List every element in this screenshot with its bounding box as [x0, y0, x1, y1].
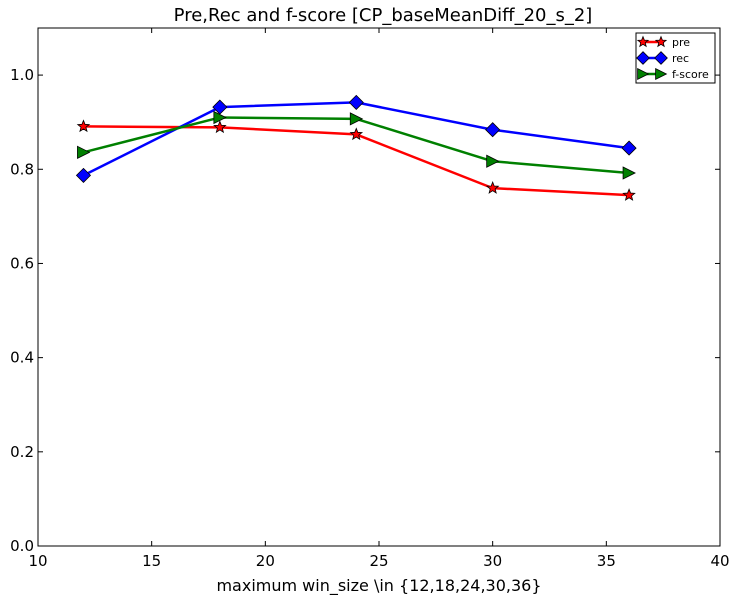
data-point: [349, 112, 364, 126]
data-point: [486, 154, 500, 168]
y-tick-label: 0.0: [10, 537, 34, 555]
y-tick-label: 1.0: [10, 66, 34, 84]
legend-marker: [636, 51, 650, 65]
legend-marker: [637, 67, 650, 81]
x-axis-label: maximum win_size \in {12,18,24,30,36}: [216, 576, 541, 596]
data-point: [213, 120, 227, 134]
x-tick-label: 35: [597, 552, 616, 570]
data-point: [75, 167, 92, 183]
data-point: [622, 188, 636, 201]
legend: pre rec f-score: [635, 32, 716, 84]
plot-frame: [37, 27, 721, 547]
data-point: [76, 119, 91, 133]
legend-item: f-score: [637, 67, 709, 81]
x-tick-label: 15: [142, 552, 161, 570]
data-point: [485, 181, 500, 194]
x-tick-label: 20: [256, 552, 275, 570]
y-tick-label: 0.4: [10, 349, 34, 367]
legend-marker: [636, 35, 650, 48]
data-point: [622, 166, 636, 180]
data-point: [349, 127, 364, 141]
x-tick-label: 30: [483, 552, 502, 570]
data-point: [348, 94, 364, 110]
y-tick-label: 0.8: [10, 160, 34, 178]
x-tick-label: 25: [369, 552, 388, 570]
legend-label: pre: [672, 36, 690, 49]
data-point: [621, 140, 637, 156]
data-point: [213, 110, 227, 125]
x-tick-label: 40: [710, 552, 729, 570]
legend-marker: [654, 35, 668, 48]
legend-item: rec: [636, 51, 689, 65]
legend-label: rec: [672, 52, 689, 65]
legend-marker: [654, 51, 668, 65]
legend-item: pre: [636, 35, 690, 49]
series-f-score: [77, 110, 636, 180]
legend-marker: [655, 67, 668, 81]
data-point: [485, 122, 501, 138]
x-tick-label: 10: [28, 552, 47, 570]
legend-label: f-score: [672, 68, 709, 81]
chart-title: Pre,Rec and f-score [CP_baseMeanDiff_20_…: [174, 5, 593, 26]
data-point: [77, 145, 91, 159]
y-tick-label: 0.6: [10, 254, 34, 272]
series-pre: [76, 119, 636, 201]
y-tick-label: 0.2: [10, 443, 34, 461]
